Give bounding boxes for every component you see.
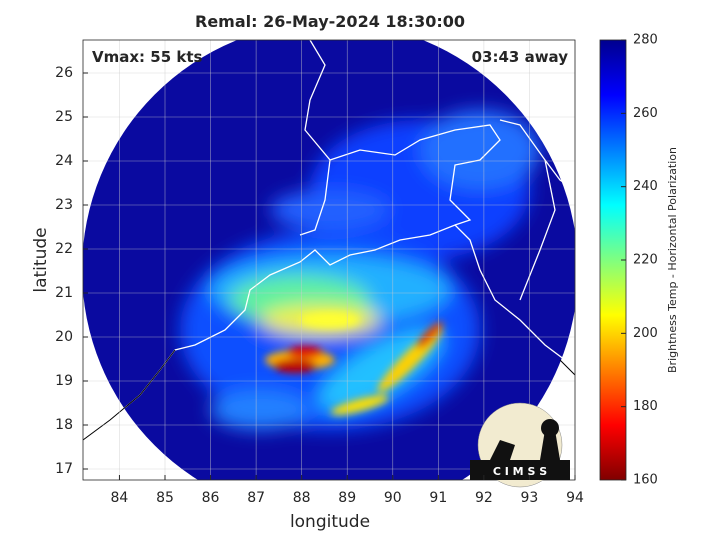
colorbar-tick-label: 220 [633, 253, 658, 268]
x-tick-label: 91 [429, 490, 447, 506]
logo-text: C I M S S [493, 465, 547, 478]
colorbar-tick-label: 240 [633, 179, 658, 194]
y-tick-label: 26 [55, 65, 73, 81]
x-tick-label: 87 [247, 490, 265, 506]
x-tick-label: 88 [293, 490, 311, 506]
y-tick-label: 21 [55, 285, 73, 301]
colorbar-tick-label: 200 [633, 326, 658, 341]
axes-frame [82, 39, 576, 481]
y-tick-label: 23 [55, 197, 73, 213]
chart-title: Remal: 26-May-2024 18:30:00 [195, 12, 465, 31]
y-tick-label: 20 [55, 329, 73, 345]
time-away-label: 03:43 away [472, 48, 569, 66]
x-tick-label: 89 [338, 490, 356, 506]
x-axis-label: longitude [290, 512, 370, 532]
x-tick-label: 92 [475, 490, 493, 506]
x-tick-label: 94 [566, 490, 584, 506]
y-tick-label: 19 [55, 373, 73, 389]
colorbar-tick-label: 260 [633, 106, 658, 121]
colorbar-tick-label: 280 [633, 33, 658, 48]
y-tick-label: 24 [55, 153, 73, 169]
x-tick-label: 86 [202, 490, 220, 506]
x-tick-label: 90 [384, 490, 402, 506]
y-tick-label: 17 [55, 461, 73, 477]
colorbar-tick-label: 160 [633, 473, 658, 488]
y-axis-label: latitude [31, 227, 51, 292]
x-tick-label: 84 [111, 490, 129, 506]
colorbar-label: Brightness Temp - Horizontal Polarizatio… [666, 147, 679, 373]
vmax-label: Vmax: 55 kts [92, 48, 202, 66]
x-tick-label: 93 [521, 490, 539, 506]
x-tick-label: 85 [156, 490, 174, 506]
y-tick-label: 22 [55, 241, 73, 257]
y-tick-label: 25 [55, 109, 73, 125]
y-tick-label: 18 [55, 417, 73, 433]
logo: C I M S S [470, 402, 570, 488]
colorbar-tick-label: 180 [633, 399, 658, 414]
